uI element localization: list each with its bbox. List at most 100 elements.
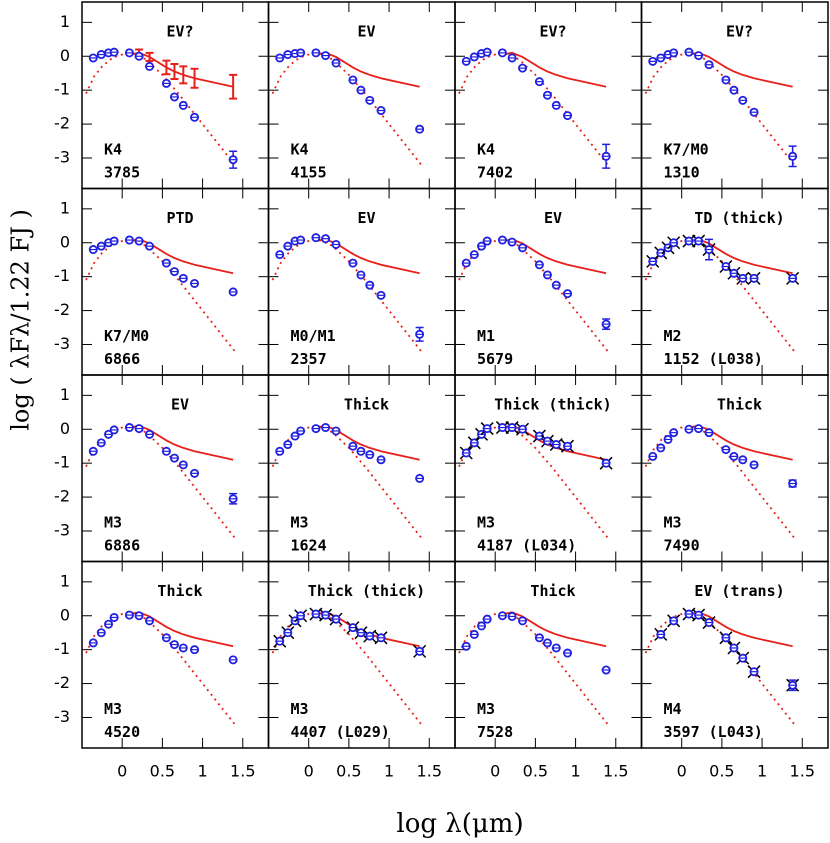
object-id: 4187 (L034) [477, 537, 576, 555]
y-tick-label: -1 [54, 80, 70, 99]
y-tick-label: 1 [60, 571, 70, 590]
spectral-type: K4 [477, 141, 495, 159]
median-line [129, 611, 234, 648]
median-line [315, 51, 420, 88]
spectral-type: K7/M0 [664, 141, 709, 159]
median-line [688, 51, 793, 88]
y-tick-label: 1 [60, 198, 70, 217]
spectral-type: M3 [291, 700, 309, 718]
panel-title: EV (trans) [694, 582, 784, 600]
y-tick-label: 1 [60, 12, 70, 31]
median-line [688, 424, 793, 461]
spectral-type: M3 [104, 700, 122, 718]
median-line [315, 611, 420, 648]
y-tick-label: -2 [54, 300, 70, 319]
panel-title: EV? [726, 23, 753, 41]
object-id: 1624 [291, 537, 327, 555]
object-id: 3785 [104, 164, 140, 182]
y-tick-label: -2 [54, 114, 70, 133]
y-tick-label: -2 [54, 673, 70, 692]
panel-title: PTD [166, 209, 193, 227]
panel-frame [640, 560, 829, 749]
object-id: 5679 [477, 350, 513, 368]
object-id: 1310 [664, 164, 700, 182]
median-error-bar [190, 67, 199, 89]
median-line [129, 424, 234, 461]
panel-title: EV [171, 396, 189, 414]
x-tick-label: 1.5 [417, 762, 442, 781]
x-tick-label: 1 [384, 762, 394, 781]
object-id: 7402 [477, 164, 513, 182]
object-id: 4155 [291, 164, 327, 182]
spectral-type: M2 [664, 327, 682, 345]
spectral-type: M3 [477, 700, 495, 718]
spectral-type: M3 [104, 514, 122, 532]
panel-title: TD (thick) [694, 209, 784, 227]
median-line [129, 51, 234, 88]
x-tick-label: 0 [490, 762, 500, 781]
spectral-type: M1 [477, 327, 495, 345]
spectral-type: K4 [291, 141, 309, 159]
x-axis-label: log λ(μm) [396, 809, 523, 839]
object-id: 1152 (L038) [664, 350, 763, 368]
spectral-type: M3 [477, 514, 495, 532]
y-tick-label: -2 [54, 487, 70, 506]
y-tick-label: 0 [60, 605, 70, 624]
panel-title: Thick [157, 582, 202, 600]
panel-title: Thick [717, 396, 762, 414]
x-tick-label: 1 [570, 762, 580, 781]
object-id: 4407 (L029) [291, 723, 390, 741]
y-tick-label: 0 [60, 232, 70, 251]
median-error-bar [229, 73, 238, 100]
y-tick-label: 0 [60, 419, 70, 438]
median-line [502, 611, 607, 648]
y-tick-label: -3 [54, 334, 70, 353]
object-id: 3597 (L043) [664, 723, 763, 741]
median-error-bar [170, 63, 179, 80]
spectral-type: M3 [291, 514, 309, 532]
panel-title: EV? [166, 23, 193, 41]
y-tick-label: 0 [60, 46, 70, 65]
object-id: 4520 [104, 723, 140, 741]
x-tick-label: 1 [197, 762, 207, 781]
y-tick-label: -1 [54, 453, 70, 472]
y-tick-label: -3 [54, 147, 70, 166]
x-tick-label: 0.5 [336, 762, 361, 781]
spectral-type: M4 [664, 700, 682, 718]
y-axis-label: log ( λFλ/1.22 FJ ) [7, 209, 35, 431]
y-tick-label: -3 [54, 707, 70, 726]
object-id: 6886 [104, 537, 140, 555]
median-error-bar [179, 65, 188, 85]
median-error-bar [145, 51, 154, 63]
x-tick-label: 1.5 [230, 762, 255, 781]
x-tick-label: 0.5 [709, 762, 734, 781]
panel-title: Thick [344, 396, 389, 414]
object-id: 7490 [664, 537, 700, 555]
panel-title: Thick (thick) [308, 582, 425, 600]
median-line [129, 238, 234, 275]
x-tick-label: 0 [117, 762, 127, 781]
y-tick-label: -1 [54, 266, 70, 285]
median-line [315, 238, 420, 275]
panel-title: EV [357, 23, 375, 41]
x-tick-label: 0 [304, 762, 314, 781]
median-error-bar [162, 59, 171, 76]
panel-title: EV? [539, 23, 566, 41]
spectral-type: K4 [104, 141, 122, 159]
median-line [502, 238, 607, 275]
x-tick-label: 0.5 [150, 762, 175, 781]
median-line [502, 51, 607, 88]
y-tick-label: 1 [60, 385, 70, 404]
spectral-type: M3 [664, 514, 682, 532]
panel-title: EV [544, 209, 562, 227]
x-tick-label: 1 [757, 762, 767, 781]
panel-title: EV [357, 209, 375, 227]
spectral-type: M0/M1 [291, 327, 336, 345]
panel-title: Thick (thick) [494, 396, 611, 414]
x-tick-label: 0 [677, 762, 687, 781]
y-tick-label: -1 [54, 639, 70, 658]
x-tick-label: 0.5 [523, 762, 548, 781]
x-tick-label: 1.5 [603, 762, 628, 781]
